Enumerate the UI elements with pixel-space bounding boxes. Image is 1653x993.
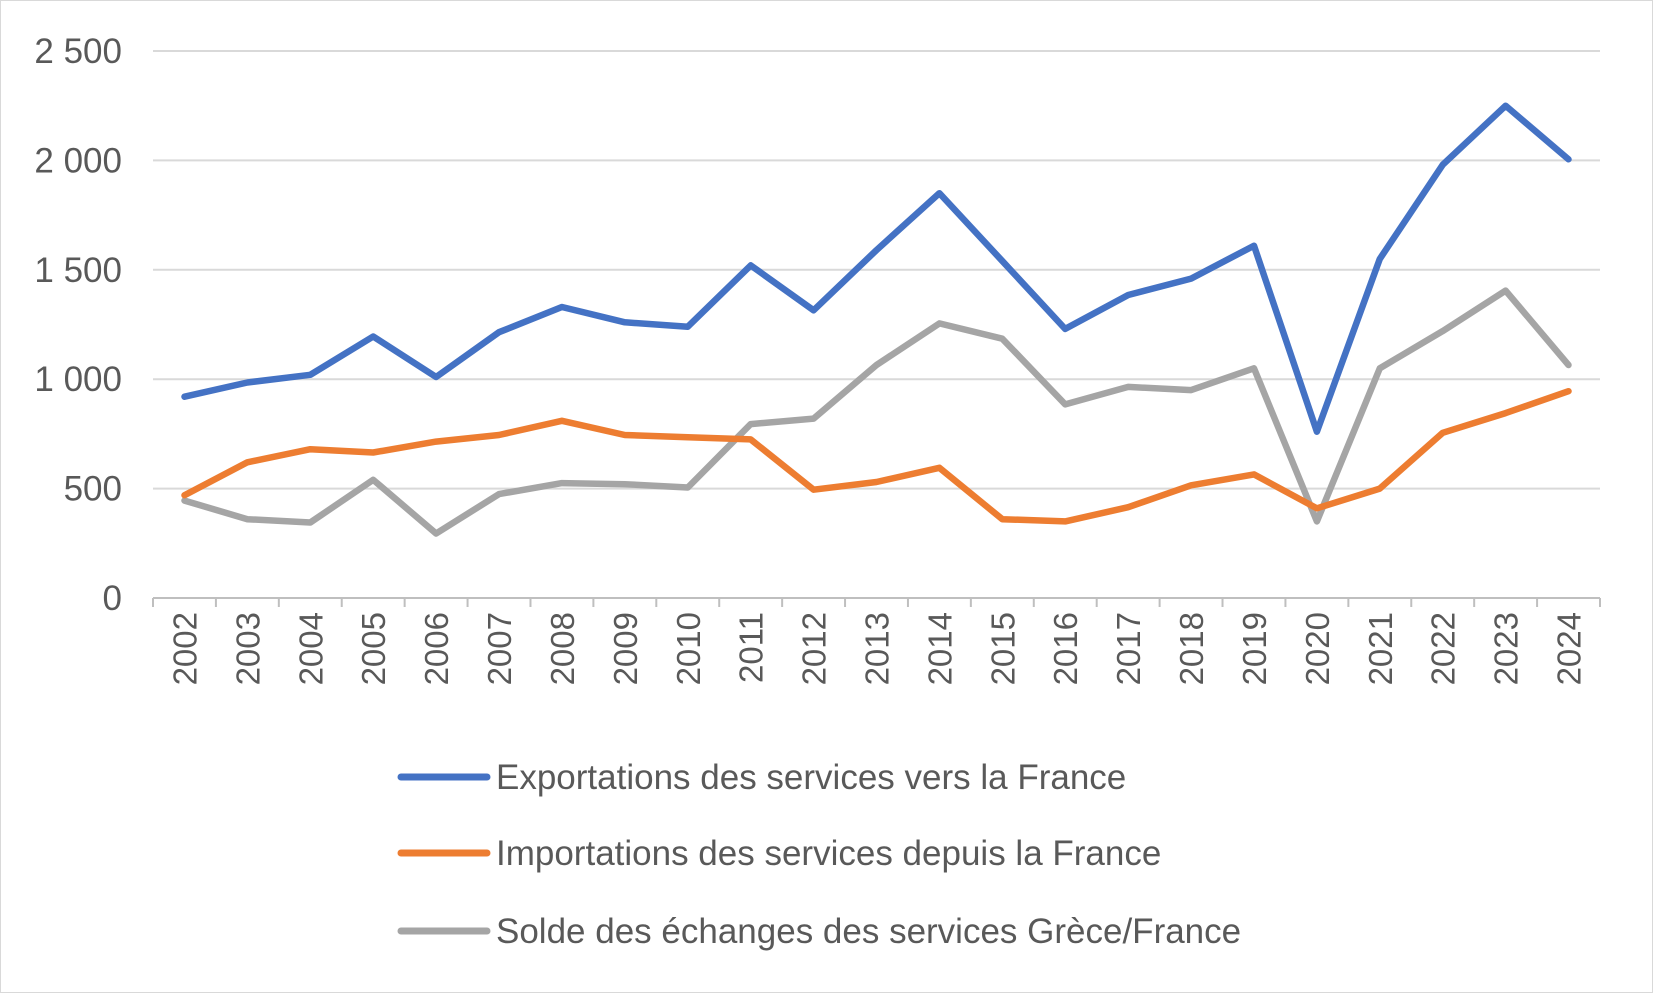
x-tick-label-2011: 2011	[733, 612, 770, 683]
x-tick-label-2022: 2022	[1425, 612, 1462, 685]
y-tick-label-1500: 1 500	[34, 251, 122, 290]
x-tick-label-2021: 2021	[1362, 612, 1399, 685]
x-tick-label-2013: 2013	[859, 612, 896, 685]
legend-label-2: Solde des échanges des services Grèce/Fr…	[496, 912, 1241, 951]
gridlines	[153, 50, 1600, 599]
x-tick-label-2020: 2020	[1299, 612, 1336, 685]
y-tick-label-0: 0	[103, 579, 122, 618]
series-lines	[181, 102, 1572, 537]
x-tick-label-2007: 2007	[481, 612, 518, 685]
x-tick-label-2010: 2010	[670, 612, 707, 685]
y-axis-tick-labels: 0 500 1 000 1 500 2 000 2 500	[34, 32, 122, 618]
y-tick-label-1000: 1 000	[34, 360, 122, 399]
x-tick-label-2008: 2008	[544, 612, 581, 685]
x-tick-label-2002: 2002	[166, 612, 203, 685]
series-line-2	[181, 287, 1572, 537]
x-tick-label-2014: 2014	[921, 612, 958, 685]
x-tick-label-2017: 2017	[1110, 612, 1147, 685]
x-tick-label-2006: 2006	[418, 612, 455, 685]
x-tick-label-2016: 2016	[1047, 612, 1084, 685]
x-tick-label-2012: 2012	[796, 612, 833, 685]
y-tick-label-2000: 2 000	[34, 141, 122, 180]
x-tick-label-2019: 2019	[1236, 612, 1273, 685]
legend: Exportations des services vers la France…	[397, 758, 1241, 951]
x-tick-label-2003: 2003	[229, 612, 266, 685]
x-tick-label-2015: 2015	[984, 612, 1021, 685]
legend-label-1: Importations des services depuis la Fran…	[496, 834, 1161, 873]
x-axis-tick-marks	[152, 598, 1601, 607]
x-tick-label-2024: 2024	[1551, 612, 1588, 685]
x-tick-label-2023: 2023	[1488, 612, 1525, 685]
series-line-1	[181, 387, 1572, 525]
x-axis-tick-labels: 2002 2003 2004 2005 2006 2007 2008 2009 2010 2011…	[166, 612, 1587, 685]
x-tick-label-2018: 2018	[1173, 612, 1210, 685]
series-line-0	[181, 102, 1572, 435]
x-tick-label-2004: 2004	[292, 612, 329, 685]
x-tick-label-2009: 2009	[607, 612, 644, 685]
y-tick-label-2500: 2 500	[34, 32, 122, 71]
x-tick-label-2005: 2005	[355, 612, 392, 685]
legend-label-0: Exportations des services vers la France	[496, 758, 1126, 797]
y-tick-label-500: 500	[64, 470, 122, 509]
